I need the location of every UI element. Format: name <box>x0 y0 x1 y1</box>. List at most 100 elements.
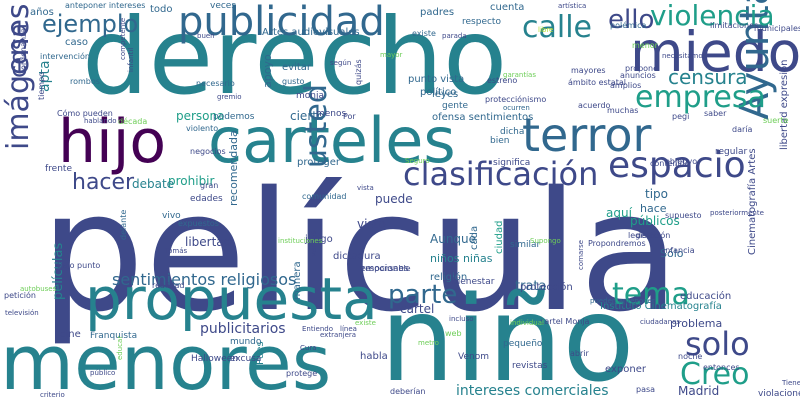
cloud-word: pasa <box>636 385 656 394</box>
cloud-word: acuerdo <box>578 101 611 110</box>
cloud-word: cada <box>469 225 480 250</box>
cloud-word: Artes audiovisuales <box>262 27 360 38</box>
cloud-word: pueden anteponer <box>590 297 655 305</box>
cloud-word: Bajo punto <box>57 261 101 270</box>
cloud-word: libre <box>538 26 554 34</box>
cloud-word: propone <box>625 64 659 73</box>
cloud-word: público <box>90 369 116 377</box>
cloud-word: hace <box>640 202 667 215</box>
cloud-word: caso <box>65 37 88 48</box>
cloud-word: abrir <box>570 349 589 358</box>
cloud-word: comunidad <box>302 192 347 201</box>
cloud-word: decir <box>636 231 656 240</box>
cloud-word: autobuses <box>20 285 57 293</box>
cloud-word: artística <box>558 2 587 10</box>
cloud-word: miedo <box>630 20 800 84</box>
cloud-word: revistas <box>512 361 548 371</box>
cloud-word: pequeño <box>503 339 543 349</box>
cloud-word: instituciones <box>278 237 323 245</box>
cloud-word: apoyo <box>261 54 274 88</box>
cloud-word: garantías <box>503 71 536 79</box>
cloud-word: edades <box>190 194 223 204</box>
cloud-word: daría <box>732 125 753 134</box>
cloud-word: veces <box>210 1 237 11</box>
cloud-word: criterio <box>40 391 65 399</box>
cloud-word: niño <box>380 270 635 400</box>
cloud-word: Supongo <box>530 237 561 245</box>
cloud-word: entonces <box>703 363 740 372</box>
cloud-word: cierto <box>290 109 325 123</box>
cloud-word: negocios <box>190 147 226 156</box>
cloud-word: leyes <box>432 89 459 100</box>
cloud-word: violaciones <box>758 389 800 399</box>
cloud-word: posteriormente <box>710 209 764 217</box>
cloud-word: manera <box>292 261 303 300</box>
cloud-word: Tomás <box>165 247 188 255</box>
cloud-word: Instituto Cinematografía <box>600 301 722 312</box>
cloud-word: Halloween <box>191 354 238 364</box>
cloud-word: expuestos <box>178 219 219 228</box>
cloud-word: prohibir <box>168 174 215 188</box>
cloud-word: pegi <box>672 112 690 121</box>
cloud-word: cartel <box>400 302 435 316</box>
cloud-word: ciudad <box>494 220 505 254</box>
cloud-word: parada <box>442 32 467 40</box>
cloud-word: Madrid <box>678 384 720 398</box>
cloud-word: puede <box>375 192 413 206</box>
cloud-word: visto <box>357 217 386 231</box>
cloud-word: Venom <box>458 352 489 362</box>
cloud-word: ordenanza <box>19 27 28 70</box>
cloud-word: Entiendo <box>302 325 334 333</box>
cloud-word: proteger <box>297 157 341 168</box>
cloud-word: metro <box>418 339 439 347</box>
cloud-word: evitar <box>282 62 312 73</box>
cloud-word: espacio <box>608 145 746 186</box>
cloud-word: vista <box>357 184 374 192</box>
cloud-word: carteles <box>208 104 456 177</box>
cloud-word: propuesta <box>85 265 378 333</box>
cloud-word: contenido <box>650 159 690 168</box>
cloud-word: frente <box>45 164 72 174</box>
cloud-word: tema <box>612 277 690 312</box>
cloud-word: todo <box>150 4 173 15</box>
cloud-word: suerte <box>763 116 789 125</box>
cloud-word: protecciónismo <box>485 95 547 104</box>
cloud-word: empresa <box>635 80 766 115</box>
cloud-word: hijo <box>58 107 167 177</box>
cloud-word: infancia <box>663 246 695 255</box>
cloud-word: década <box>118 117 148 126</box>
cloud-word: solo <box>685 325 750 363</box>
cloud-word: mayores <box>571 66 606 75</box>
cloud-word: Propondremos <box>588 239 646 248</box>
cloud-word: gran <box>200 181 219 190</box>
cloud-word: Seguro <box>405 157 430 165</box>
cloud-word: monja <box>296 91 324 101</box>
cloud-word: delante <box>119 209 128 240</box>
cloud-word: respecto <box>462 17 501 27</box>
cloud-word: mundo <box>230 337 262 347</box>
cloud-word: tiempo <box>37 71 46 100</box>
cloud-word: competente <box>119 17 127 60</box>
cloud-word: intereses comerciales <box>456 383 609 399</box>
cloud-word: terror <box>522 108 652 162</box>
cloud-word: responsable <box>362 264 411 273</box>
cloud-word: padres <box>420 7 455 18</box>
cloud-word: menos <box>316 109 347 119</box>
cloud-word: significa <box>493 158 531 168</box>
cloud-word: emociones <box>360 264 409 274</box>
cloud-word: libertad <box>185 235 232 249</box>
cloud-word: comarse <box>577 239 585 270</box>
cloud-word: religión <box>430 272 468 283</box>
cloud-word: aquí <box>606 206 632 220</box>
cloud-word: supuesto <box>665 211 702 220</box>
cloud-word: bien <box>490 136 510 146</box>
cloud-word: necesitamos <box>662 52 707 60</box>
cloud-word: dicha <box>500 127 525 137</box>
cloud-word: menores <box>0 318 332 400</box>
cloud-word: existe <box>412 29 436 38</box>
cloud-word: cuenta <box>490 2 525 13</box>
cloud-word: mayor <box>380 51 403 59</box>
cloud-word: según <box>330 59 352 67</box>
cloud-word: extranjera <box>320 331 357 339</box>
